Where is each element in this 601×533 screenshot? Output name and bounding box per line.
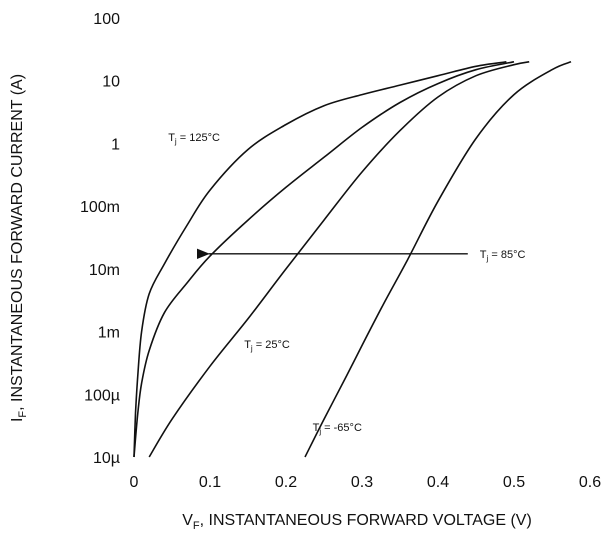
y-tick-label: 10 [102,74,120,91]
y-tick-label: 1m [98,325,120,342]
y-tick-label: 100m [80,199,120,216]
x-axis-title: VF, INSTANTANEOUS FORWARD VOLTAGE (V) [182,512,532,532]
y-axis-title: IF, INSTANTANEOUS FORWARD CURRENT (A) [9,74,29,422]
y-tick-label: 10m [89,262,120,279]
series-line-0 [133,61,507,458]
series-line-3 [304,61,572,458]
x-tick-label: 0.4 [427,474,449,491]
x-tick-label: 0 [130,474,139,491]
x-tick-labels: 0 0.1 0.2 0.3 0.4 0.5 0.6 [130,474,601,491]
series-line-2 [148,61,530,458]
y-tick-label: 1 [111,136,120,153]
curve-annotations: Tj = 125°C Tj = 85°C Tj = 25°C Tj = -65°C [168,132,525,436]
x-tick-label: 0.1 [199,474,221,491]
y-tick-label: 100µ [84,387,120,404]
x-tick-label: 0.5 [503,474,525,491]
annotation-label: Tj = 125°C [168,132,220,146]
annotation-label: Tj = 25°C [244,339,290,353]
series-line-1 [133,61,515,458]
x-tick-label: 0.2 [275,474,297,491]
y-tick-label: 100 [93,11,120,28]
y-tick-label: 10µ [93,450,120,467]
x-tick-label: 0.6 [579,474,601,491]
series-curves [133,61,572,458]
annotation-label: Tj = 85°C [480,249,526,263]
y-tick-labels: 100 10 1 100m 10m 1m 100µ 10µ [80,11,120,467]
annotation-label: Tj = -65°C [313,422,362,436]
x-tick-label: 0.3 [351,474,373,491]
